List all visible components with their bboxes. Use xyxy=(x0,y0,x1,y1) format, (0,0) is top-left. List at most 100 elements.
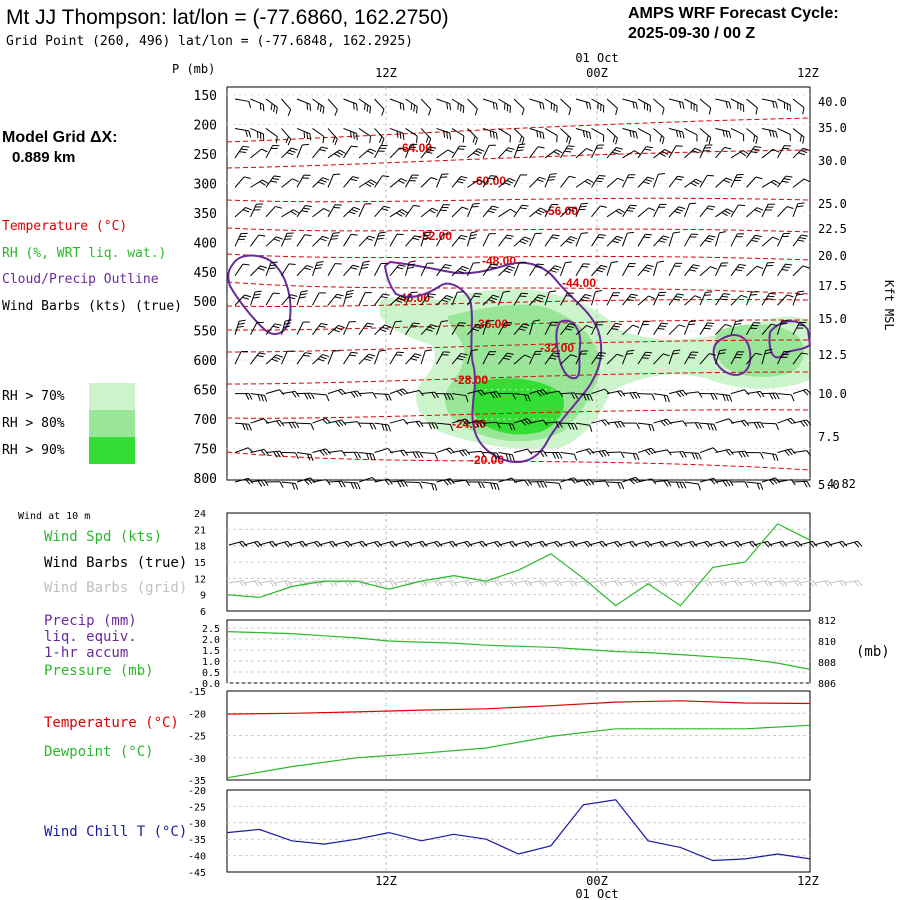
sounding-wind-barb xyxy=(358,476,378,483)
wind-barb-flag xyxy=(332,232,340,234)
wind-barb-staff xyxy=(560,323,570,336)
wind-barb-flag xyxy=(379,136,383,143)
wind-barb-flag xyxy=(272,292,280,295)
wind-barb-flag xyxy=(294,391,300,398)
sounding-wind-barb xyxy=(699,322,715,335)
sounding-wind-barb xyxy=(265,389,285,396)
sounding-wind-barb xyxy=(684,351,699,365)
sounding-wind-barb xyxy=(420,128,432,146)
wind-barb-flag xyxy=(449,103,452,111)
wind-barb-flag xyxy=(353,482,358,490)
wind-barb-staff xyxy=(699,422,714,425)
wind-barb-staff xyxy=(436,422,451,426)
wind-barb-flag xyxy=(269,541,275,548)
wind-barb-flag xyxy=(629,296,636,299)
wind-barb-staff xyxy=(792,419,807,424)
sounding-wind-barb xyxy=(637,393,656,401)
wind-barb-flag xyxy=(755,107,758,115)
wind-barb-flag xyxy=(428,138,432,146)
isotherm-label: -20.00 xyxy=(470,453,504,467)
wind-barb-staff xyxy=(265,419,280,424)
wind-barb-flag xyxy=(425,151,433,154)
wind-barb-flag xyxy=(392,541,398,547)
wind-barb-true xyxy=(258,540,278,548)
wind-barb-flag xyxy=(364,358,371,362)
sounding-wind-barb xyxy=(699,353,716,365)
sounding-wind-barb xyxy=(606,260,619,276)
wind-barb-staff xyxy=(699,205,710,218)
wind-barb-flag xyxy=(583,480,588,487)
wind-barb-flag xyxy=(527,479,533,486)
sounding-wind-barb xyxy=(234,145,250,159)
wind-barb-flag xyxy=(694,295,702,299)
wind-barb-flag xyxy=(481,481,485,489)
sounding-wind-barb xyxy=(700,393,718,400)
wind-barb-flag xyxy=(645,179,652,182)
wind-barb-flag xyxy=(508,423,513,431)
wind-barb-staff xyxy=(715,479,730,483)
wind-barb-flag xyxy=(789,104,791,112)
wind-barb-flag xyxy=(678,206,686,210)
wind-barb-flag xyxy=(536,296,544,300)
wind-barb-staff xyxy=(420,128,432,139)
wind-barb-flag xyxy=(806,419,812,426)
wind-barb-flag xyxy=(341,419,347,426)
wind-barb-flag xyxy=(549,324,557,326)
wind-barb-staff xyxy=(234,233,242,247)
sounding-wind-barb xyxy=(668,98,685,110)
sounding-wind-barb xyxy=(482,98,498,111)
wind-barb-staff xyxy=(327,388,342,395)
sounding-wind-barb xyxy=(436,447,455,455)
wind-barb-flag xyxy=(660,420,666,427)
wind-barb-flag xyxy=(574,392,579,399)
sounding-wind-barb xyxy=(513,174,528,188)
wind-barb-flag xyxy=(710,478,716,485)
wind-barb-staff xyxy=(312,177,323,188)
wind-barb-flag xyxy=(521,204,529,207)
wind-barb-staff xyxy=(250,203,257,218)
wind-barb-staff xyxy=(606,292,614,306)
wind-barb-flag xyxy=(270,261,278,264)
wind-barb-flag xyxy=(472,135,476,143)
top-time-12z-b: 12Z xyxy=(797,66,819,80)
sounding-wind-barb xyxy=(606,451,625,459)
wind-barb-flag xyxy=(661,322,669,325)
wind-barb-flag xyxy=(539,102,542,109)
wind-barb-flag xyxy=(553,104,555,112)
wind-barb-flag xyxy=(782,353,789,355)
wind-chill-legend: Wind Chill T (°C) xyxy=(44,824,187,840)
wind-barb-flag xyxy=(688,323,696,326)
wind-barb-flag xyxy=(705,291,713,293)
top-time-12z-a: 12Z xyxy=(375,66,397,80)
wind-barb-flag xyxy=(627,349,635,352)
wind-barb-staff xyxy=(777,206,788,218)
sounding-wind-barb xyxy=(513,448,533,455)
wind-barb-flag xyxy=(506,179,514,184)
wind-barb-flag xyxy=(242,541,248,547)
wind-barb-flag xyxy=(272,145,280,147)
wind-barb-grid xyxy=(843,580,863,587)
temperature-legend: Temperature (°C) xyxy=(44,715,179,731)
wind-barb-flag xyxy=(659,152,666,157)
wind-barb-flag xyxy=(555,452,560,459)
wind-barb-staff xyxy=(730,150,744,159)
wind-barb-flag xyxy=(644,449,651,456)
wind-barb-flag xyxy=(616,353,624,357)
wind-barb-flag xyxy=(708,137,712,145)
sounding-wind-barb xyxy=(606,420,626,429)
sounding-wind-barb xyxy=(761,148,780,159)
precip-ytick-label: 1.5 xyxy=(202,646,220,657)
wind-barb-true xyxy=(438,540,458,548)
wind-barb-flag xyxy=(427,262,434,264)
temp-ytick-label: -35 xyxy=(188,776,206,787)
sounding-wind-barb xyxy=(250,321,264,335)
wind-barb-staff xyxy=(405,389,420,395)
wind-barb-staff xyxy=(498,580,513,584)
wind-barb-flag xyxy=(698,453,702,460)
wind-barb-flag xyxy=(431,483,435,491)
wind-barb-flag xyxy=(248,101,252,109)
wind-barb-staff xyxy=(777,145,785,159)
wind-barb-staff xyxy=(633,540,648,546)
wind-barb-staff xyxy=(560,176,570,188)
